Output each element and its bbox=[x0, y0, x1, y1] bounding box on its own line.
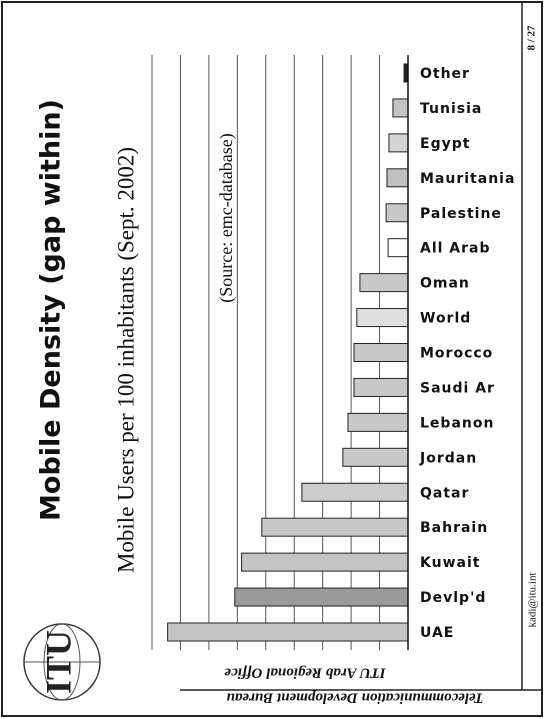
footer-line: Telecommunication Development Bureau bbox=[227, 690, 484, 706]
category-label: Qatar bbox=[420, 485, 469, 501]
bar bbox=[234, 587, 409, 607]
bar bbox=[347, 412, 409, 432]
bar bbox=[392, 98, 409, 118]
category-label: Egypt bbox=[420, 136, 470, 152]
category-label: Morocco bbox=[420, 346, 493, 362]
page-number: 8 / 27 bbox=[526, 25, 538, 51]
bar bbox=[342, 447, 409, 467]
chart-subtitle: Mobile Users per 100 inhabitants (Sept. … bbox=[113, 147, 138, 573]
category-label: All Arab bbox=[420, 241, 491, 257]
chart-title: Mobile Density (gap within) bbox=[36, 99, 67, 521]
annotation: (Source: emc-database) bbox=[216, 133, 237, 302]
category-label: Other bbox=[420, 66, 470, 82]
bar bbox=[261, 517, 409, 537]
email: kadi@itu.int bbox=[527, 572, 539, 627]
category-label: Bahrain bbox=[420, 520, 488, 536]
category-label: UAE bbox=[420, 625, 454, 641]
bar bbox=[353, 343, 409, 362]
category-label: Kuwait bbox=[420, 555, 480, 571]
bar bbox=[359, 273, 409, 293]
category-label: Palestine bbox=[420, 206, 502, 222]
bar bbox=[388, 133, 409, 153]
bar bbox=[167, 622, 409, 642]
logo-text: ITU bbox=[38, 630, 78, 694]
category-label: World bbox=[420, 311, 471, 327]
bar bbox=[353, 377, 409, 397]
bar bbox=[385, 203, 409, 223]
category-label: Jordan bbox=[419, 450, 477, 466]
category-label: Saudi Ar bbox=[420, 380, 495, 396]
bar bbox=[387, 238, 409, 258]
category-label: Oman bbox=[420, 276, 470, 292]
category-label: Lebanon bbox=[420, 415, 494, 431]
bar bbox=[241, 552, 409, 572]
category-label: Mauritania bbox=[420, 171, 515, 187]
footer-line: ITU Arab Regional Office bbox=[224, 665, 387, 681]
bar bbox=[301, 482, 409, 502]
bar bbox=[386, 168, 409, 188]
bar bbox=[356, 308, 409, 328]
category-label: Devlp'd bbox=[420, 590, 486, 606]
category-label: Tunisia bbox=[420, 101, 482, 117]
logo: ITU bbox=[23, 623, 101, 701]
